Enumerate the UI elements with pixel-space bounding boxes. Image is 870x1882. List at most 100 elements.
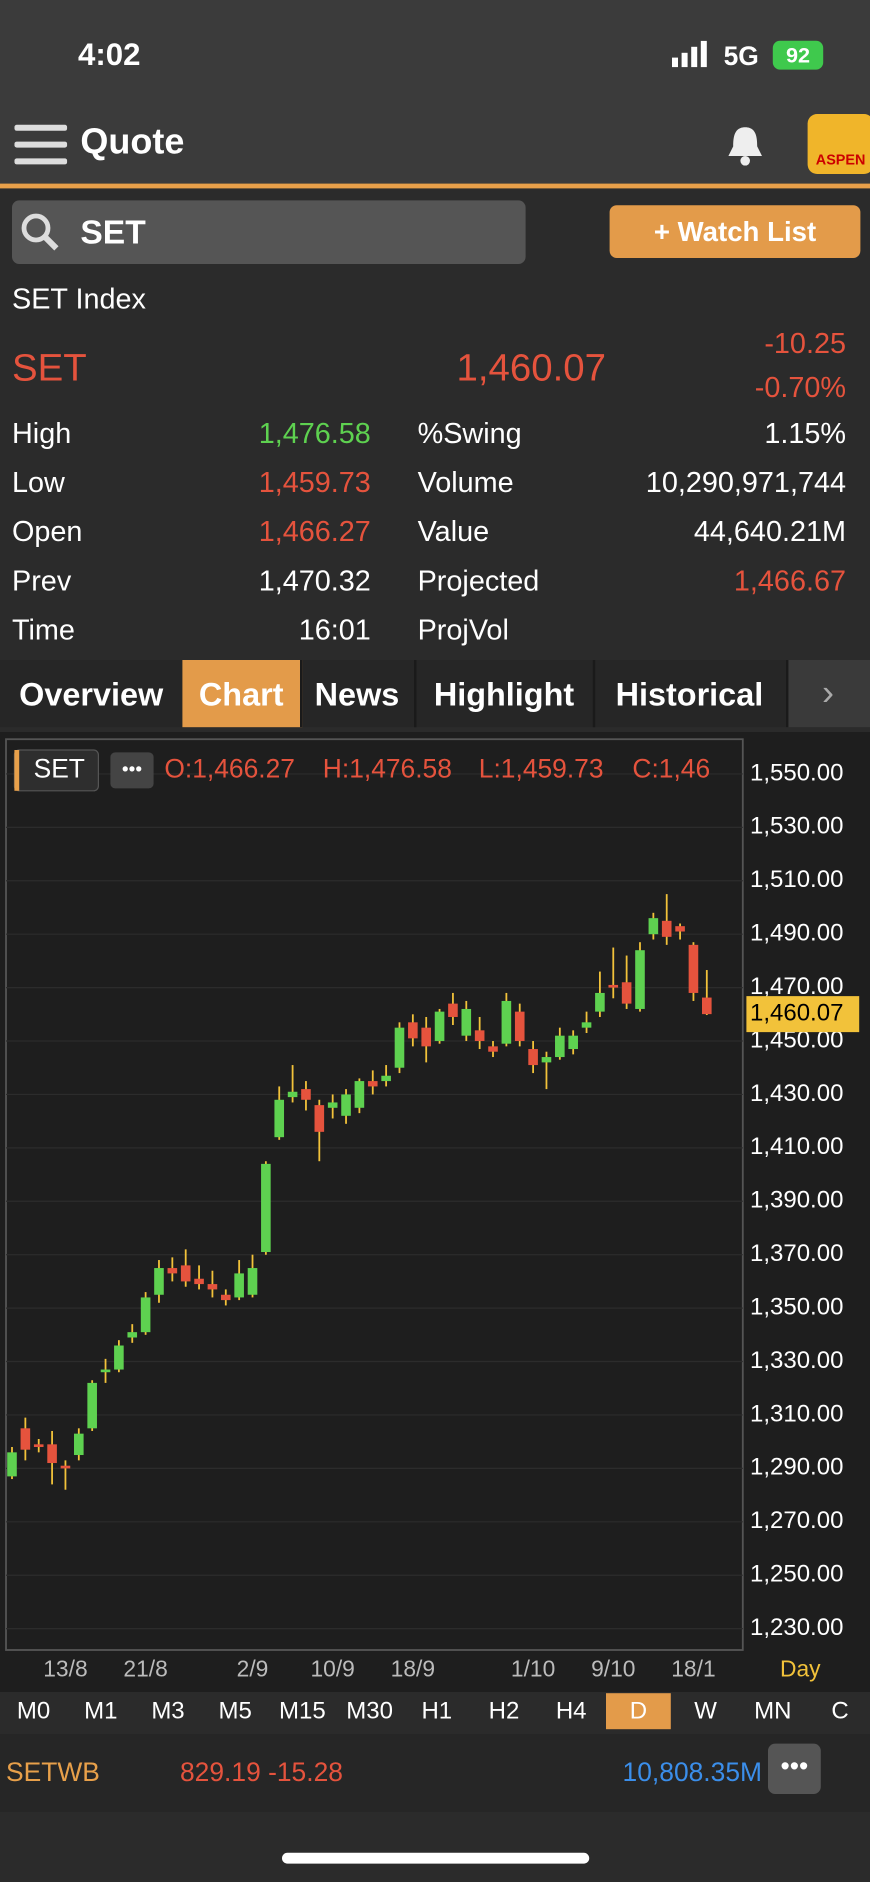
- candle-body: [247, 1268, 258, 1295]
- ohlc-info: C:1,46: [632, 753, 710, 783]
- y-tick-label: 1,550.00: [750, 759, 843, 786]
- candle-body: [74, 1433, 84, 1456]
- tab[interactable]: Historical: [593, 660, 789, 728]
- candle: [20, 1417, 31, 1461]
- stat-value: 1,470.32: [258, 565, 371, 598]
- candle-body: [568, 1035, 578, 1050]
- y-tick-label: 1,530.00: [750, 813, 843, 840]
- network: 5G: [723, 40, 759, 71]
- candle: [274, 1086, 285, 1140]
- tab[interactable]: News: [300, 660, 417, 728]
- candle-body: [474, 1030, 485, 1042]
- candle: [448, 992, 458, 1025]
- stat-value: 44,640.21M: [693, 516, 847, 549]
- timeframe[interactable]: H1: [421, 1698, 453, 1725]
- stat-label: Prev: [12, 565, 72, 598]
- candle: [648, 912, 659, 940]
- menu-button[interactable]: [14, 122, 68, 168]
- candle-body: [581, 1022, 592, 1028]
- tab-bar: [0, 660, 870, 728]
- candle: [180, 1249, 191, 1287]
- candle-body: [261, 1163, 271, 1253]
- timeframe[interactable]: H4: [555, 1698, 587, 1725]
- candle: [247, 1254, 258, 1298]
- plot-border: [5, 738, 744, 1651]
- last-price-tag: [746, 996, 860, 1033]
- chart-more: [110, 752, 154, 789]
- candle: [167, 1257, 178, 1282]
- candle-body: [100, 1369, 111, 1373]
- y-tick-label: 1,230.00: [750, 1614, 843, 1641]
- candle-body: [7, 1452, 17, 1477]
- stat-label: Open: [12, 516, 83, 549]
- candle: [421, 1016, 432, 1063]
- timeframe[interactable]: H2: [488, 1698, 520, 1725]
- candle: [461, 1000, 472, 1042]
- candle-body: [127, 1332, 138, 1338]
- timeframe[interactable]: W: [694, 1698, 717, 1725]
- candle: [261, 1161, 271, 1255]
- candle-body: [327, 1102, 338, 1108]
- stat-label: Time: [12, 614, 75, 647]
- timeframe[interactable]: M5: [218, 1698, 252, 1725]
- candle-body: [421, 1027, 432, 1047]
- quote-last: 1,460.07: [456, 345, 606, 389]
- candle: [207, 1270, 218, 1298]
- candle-body: [541, 1057, 552, 1063]
- candle-body: [555, 1035, 565, 1058]
- candle-body: [675, 926, 685, 932]
- candle-body: [461, 1008, 472, 1036]
- timeframe[interactable]: MN: [754, 1698, 792, 1725]
- candle-body: [87, 1382, 97, 1429]
- watchlist-button[interactable]: + Watch List: [609, 205, 861, 258]
- candle: [675, 923, 685, 940]
- top-bar: [0, 0, 870, 184]
- timeframe[interactable]: D: [606, 1693, 671, 1730]
- bell-icon[interactable]: [726, 125, 764, 166]
- candle-body: [434, 1011, 445, 1042]
- candle: [154, 1260, 164, 1303]
- candle: [381, 1065, 391, 1087]
- candle-body: [167, 1268, 178, 1274]
- candle: [581, 1011, 592, 1034]
- candle: [287, 1065, 298, 1103]
- tab[interactable]: Highlight: [415, 660, 596, 728]
- ticker-more[interactable]: •••: [768, 1743, 821, 1795]
- stat-value: 16:01: [298, 614, 371, 647]
- timeframe[interactable]: C: [831, 1698, 849, 1725]
- timeframe[interactable]: M3: [151, 1698, 185, 1725]
- candle-body: [234, 1273, 244, 1298]
- tab-scroll-arrow[interactable]: ›: [786, 660, 870, 728]
- candle: [528, 1041, 538, 1074]
- candle-body: [394, 1027, 405, 1068]
- timeframe[interactable]: M15: [279, 1698, 326, 1725]
- tab[interactable]: Chart: [182, 660, 303, 728]
- candle-body: [621, 982, 632, 1004]
- timeframe[interactable]: M30: [346, 1698, 393, 1725]
- candle: [688, 942, 699, 1001]
- timeframe[interactable]: M1: [84, 1698, 118, 1725]
- ticker-symbol[interactable]: SETWB: [6, 1756, 100, 1787]
- timeframe[interactable]: M0: [16, 1698, 51, 1725]
- logo[interactable]: ASPEN: [807, 114, 870, 174]
- candle-body: [341, 1094, 351, 1116]
- chart-symbol: SET: [34, 753, 85, 783]
- candle-body: [448, 1003, 458, 1017]
- y-tick-label: 1,350.00: [750, 1293, 843, 1320]
- search-box[interactable]: [12, 200, 526, 264]
- candle-body: [528, 1049, 538, 1066]
- search-query: SET: [80, 213, 146, 251]
- y-tick-label: 1,390.00: [750, 1187, 843, 1214]
- x-tick-label: 18/1: [671, 1655, 715, 1681]
- stat-value: 1,466.67: [733, 565, 847, 598]
- candle-body: [702, 997, 712, 1015]
- candle: [661, 894, 672, 945]
- signal-icon: [672, 40, 707, 68]
- y-tick-label: 1,510.00: [750, 866, 843, 893]
- candle: [314, 1099, 325, 1162]
- candle: [100, 1358, 111, 1383]
- candle-body: [194, 1278, 204, 1285]
- tab[interactable]: Overview: [0, 660, 185, 728]
